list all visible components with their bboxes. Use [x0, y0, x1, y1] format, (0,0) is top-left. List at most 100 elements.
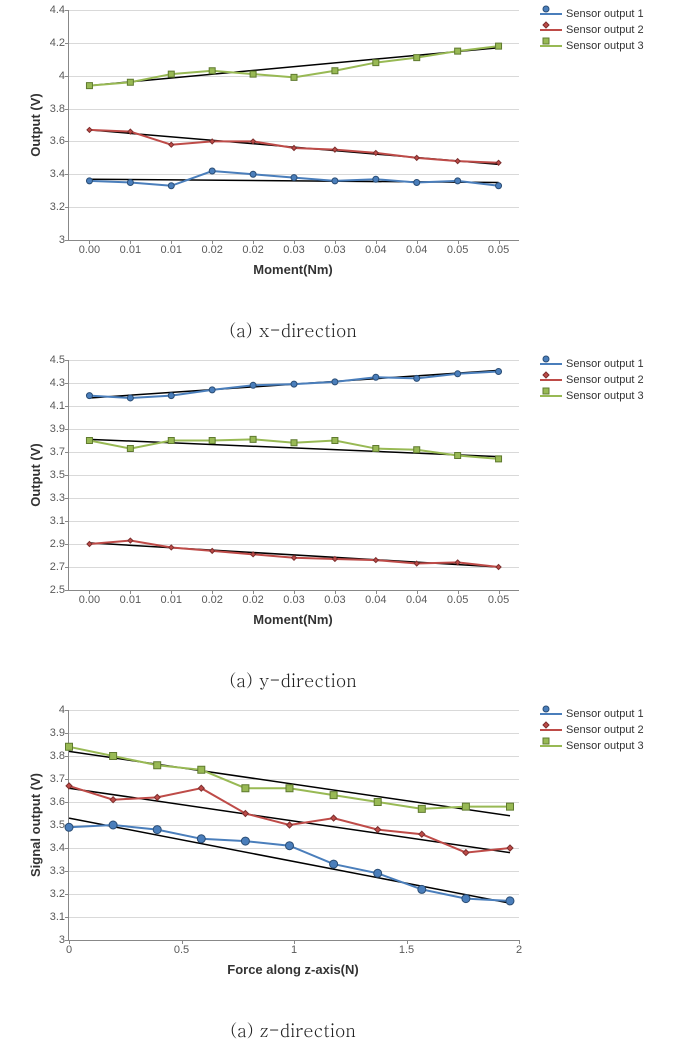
marker-sensor1: [418, 885, 426, 893]
marker-sensor3: [374, 799, 381, 806]
legend-line-icon: [540, 745, 562, 747]
legend-label: Sensor output 2: [566, 24, 644, 36]
x-tick-label: 0.04: [365, 590, 386, 606]
plot-area: 33.13.23.33.43.53.63.73.83.9400.511.52: [68, 710, 519, 941]
legend-line-icon: [540, 363, 562, 365]
y-tick-label: 3.7: [50, 446, 69, 458]
marker-sensor3: [330, 792, 337, 799]
marker-sensor1: [455, 371, 461, 377]
marker-sensor1: [109, 821, 117, 829]
marker-sensor3: [168, 71, 174, 77]
marker-sensor3: [332, 438, 338, 444]
marker-sensor3: [414, 55, 420, 61]
chart-z: 33.13.23.33.43.53.63.73.83.9400.511.52Si…: [0, 700, 674, 1040]
y-tick-label: 3.1: [50, 515, 69, 527]
marker-sensor3: [154, 762, 161, 769]
x-tick-label: 0.03: [324, 240, 345, 256]
y-tick-label: 3.2: [50, 888, 69, 900]
x-tick-label: 0.01: [120, 590, 141, 606]
marker-sensor3: [110, 753, 117, 760]
legend-label: Sensor output 3: [566, 40, 644, 52]
marker-sensor1: [506, 897, 514, 905]
marker-sensor3: [507, 803, 514, 810]
x-tick-label: 0.5: [174, 940, 189, 956]
y-tick-label: 3.3: [50, 865, 69, 877]
marker-sensor2: [292, 146, 297, 151]
marker-sensor2: [210, 548, 215, 553]
legend-item: Sensor output 1: [540, 708, 644, 720]
marker-sensor2: [292, 555, 297, 560]
legend-item: Sensor output 2: [540, 724, 644, 736]
marker-sensor3: [250, 71, 256, 77]
chart-caption: (a) z-direction: [230, 1018, 356, 1043]
marker-sensor3: [496, 456, 502, 462]
y-tick-label: 3.4: [50, 168, 69, 180]
chart-svg: [69, 360, 519, 590]
marker-sensor1: [496, 369, 502, 375]
marker-sensor2: [496, 565, 501, 570]
plot-area: 2.52.72.93.13.33.53.73.94.14.34.50.000.0…: [68, 360, 519, 591]
marker-sensor1: [168, 393, 174, 399]
legend-label: Sensor output 2: [566, 374, 644, 386]
marker-sensor1: [455, 178, 461, 184]
legend-label: Sensor output 1: [566, 8, 644, 20]
marker-sensor3: [414, 447, 420, 453]
x-tick-label: 0.02: [201, 240, 222, 256]
x-tick-label: 0.01: [161, 240, 182, 256]
x-tick-label: 2: [516, 940, 522, 956]
marker-sensor3: [291, 440, 297, 446]
y-tick-label: 4.5: [50, 354, 69, 366]
chart-svg: [69, 10, 519, 240]
marker-sensor2: [154, 794, 160, 800]
y-tick-label: 2.5: [50, 584, 69, 596]
marker-sensor3: [209, 438, 215, 444]
x-tick-label: 0: [66, 940, 72, 956]
chart-x: 33.23.43.63.844.24.40.000.010.010.020.02…: [0, 0, 674, 340]
figure-container: 33.23.43.63.844.24.40.000.010.010.020.02…: [0, 0, 674, 1040]
marker-sensor1: [250, 382, 256, 388]
y-axis-title: Signal output (V): [28, 773, 43, 877]
y-tick-label: 3.3: [50, 492, 69, 504]
x-tick-label: 0.00: [79, 240, 100, 256]
marker-sensor1: [127, 180, 133, 186]
marker-sensor1: [462, 895, 470, 903]
marker-sensor2: [375, 827, 381, 833]
y-tick-label: 3.8: [50, 103, 69, 115]
y-tick-label: 3.7: [50, 773, 69, 785]
y-tick-label: 3.6: [50, 135, 69, 147]
marker-sensor2: [169, 545, 174, 550]
marker-sensor1: [286, 842, 294, 850]
y-axis-title: Output (V): [28, 443, 43, 507]
marker-sensor1: [86, 393, 92, 399]
x-tick-label: 0.02: [201, 590, 222, 606]
x-tick-label: 0.05: [447, 590, 468, 606]
chart-y: 2.52.72.93.13.33.53.73.94.14.34.50.000.0…: [0, 350, 674, 690]
legend-label: Sensor output 1: [566, 358, 644, 370]
marker-sensor3: [250, 436, 256, 442]
x-tick-label: 0.03: [283, 590, 304, 606]
legend-item: Sensor output 3: [540, 740, 644, 752]
marker-sensor1: [241, 837, 249, 845]
marker-sensor1: [373, 374, 379, 380]
y-tick-label: 3: [59, 234, 69, 246]
marker-sensor1: [332, 178, 338, 184]
marker-sensor3: [455, 48, 461, 54]
x-axis-title: Force along z-axis(N): [227, 962, 358, 977]
x-tick-label: 0.04: [406, 590, 427, 606]
marker-sensor1: [414, 180, 420, 186]
marker-sensor1: [332, 379, 338, 385]
marker-sensor3: [418, 805, 425, 812]
marker-sensor2: [463, 850, 469, 856]
legend-line-icon: [540, 713, 562, 715]
y-tick-label: 2.9: [50, 538, 69, 550]
marker-sensor2: [169, 142, 174, 147]
marker-sensor1: [153, 826, 161, 834]
legend-label: Sensor output 3: [566, 740, 644, 752]
marker-sensor1: [374, 869, 382, 877]
marker-sensor1: [414, 375, 420, 381]
y-tick-label: 4.1: [50, 400, 69, 412]
marker-sensor1: [209, 168, 215, 174]
y-tick-label: 3.4: [50, 842, 69, 854]
legend: Sensor output 1 Sensor output 2 Sensor out…: [540, 708, 644, 756]
legend-item: Sensor output 3: [540, 40, 644, 52]
